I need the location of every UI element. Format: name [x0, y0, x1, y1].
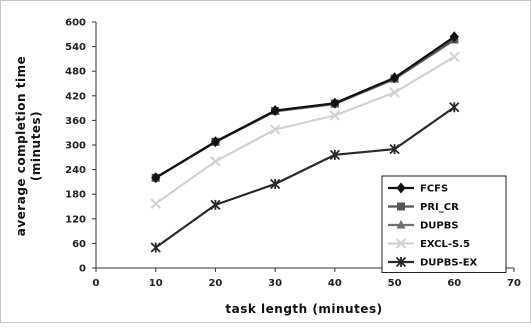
legend-marker [395, 256, 407, 268]
legend-item: PRI_CR [388, 202, 459, 213]
data-point [150, 242, 161, 253]
series-line [155, 39, 455, 179]
legend-item: FCFS [388, 182, 448, 195]
legend-item: DUPBS [388, 220, 459, 232]
series-excl-s-5 [150, 51, 460, 209]
legend-label: FCFS [420, 184, 448, 195]
data-point [210, 136, 220, 148]
legend-marker [396, 182, 406, 194]
data-point [210, 199, 221, 210]
data-point [449, 31, 459, 43]
y-tick-label: 60 [72, 239, 86, 250]
data-point [389, 87, 400, 98]
legend-label: DUPBS-EX [420, 258, 478, 269]
y-axis-title-line-1: average completion time [14, 56, 28, 237]
legend-marker [396, 220, 406, 229]
series-dupbs-ex [150, 102, 460, 253]
x-axis-title: task length (minutes) [225, 302, 382, 316]
data-point [329, 110, 341, 121]
y-tick-label: 540 [65, 42, 86, 53]
legend-label: PRI_CR [420, 202, 459, 213]
x-tick-label: 40 [328, 278, 342, 289]
legend-label: DUPBS [420, 221, 459, 232]
x-tick-label: 0 [93, 278, 100, 289]
data-point [270, 105, 280, 117]
y-axis-title: average completion time (minutes) [14, 56, 43, 237]
data-point [150, 198, 161, 209]
x-tick-label: 70 [507, 278, 521, 289]
y-tick-label: 180 [65, 190, 86, 201]
data-point [151, 172, 161, 184]
x-tick-label: 60 [447, 278, 461, 289]
series-line [155, 106, 455, 249]
legend-item: EXCL-S.5 [388, 238, 470, 250]
y-axis-title-line-2: (minutes) [29, 111, 43, 181]
legend: FCFS PRI_CR DUPBS EXCL-S.5 DUPBS-EX [381, 175, 507, 273]
series-line [155, 35, 455, 179]
data-point [270, 178, 281, 190]
data-point [390, 72, 400, 84]
data-point [329, 149, 340, 160]
y-tick-label: 240 [65, 165, 86, 176]
y-tick-label: 360 [65, 116, 86, 127]
x-tick-label: 10 [149, 278, 163, 289]
axes: 0 60 120 180 240 300 360 420 480 540 600 0 10 20 30 40 5… [65, 18, 521, 290]
x-tick-label: 30 [268, 278, 282, 289]
legend-marker [397, 202, 405, 211]
y-tick-label: 120 [65, 214, 86, 225]
legend-box [381, 175, 507, 273]
series-fcfs [151, 31, 459, 184]
y-tick-label: 0 [79, 264, 86, 275]
data-point [389, 143, 400, 155]
legend-marker [395, 238, 407, 249]
data-point [269, 124, 281, 135]
y-tick-label: 600 [65, 18, 86, 29]
legend-item: DUPBS-EX [388, 256, 478, 269]
legend-label: EXCL-S.5 [420, 239, 470, 250]
y-tick-label: 300 [65, 141, 86, 152]
x-tick-label: 20 [208, 278, 222, 289]
series-line [155, 55, 455, 205]
data-point [449, 102, 460, 113]
y-tick-label: 480 [65, 67, 86, 78]
data-point [210, 156, 221, 167]
x-tick-label: 50 [388, 278, 402, 289]
data-point [449, 51, 460, 63]
series-layer [150, 31, 460, 253]
y-tick-label: 420 [65, 91, 86, 102]
data-point [330, 97, 340, 109]
